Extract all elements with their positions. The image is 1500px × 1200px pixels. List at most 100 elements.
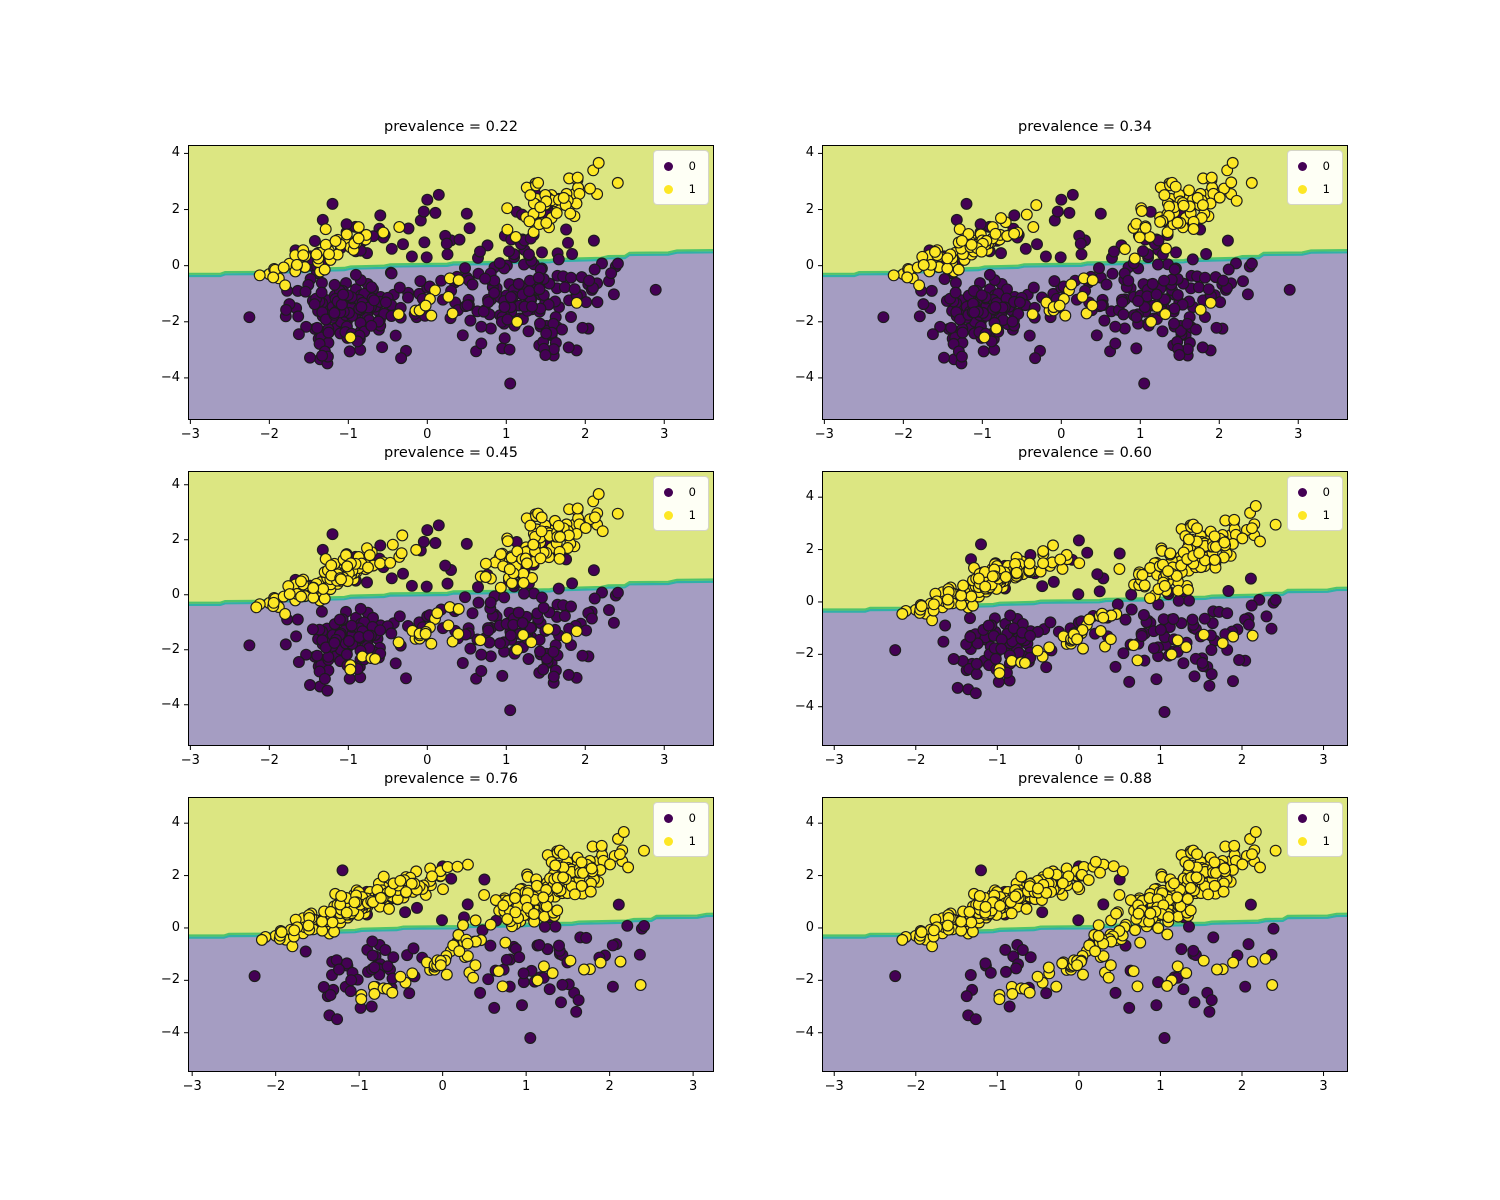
x-tick-label: −2 (259, 427, 279, 442)
legend-entry-1: 1 (663, 507, 696, 523)
axes (184, 471, 714, 750)
axes (184, 797, 714, 1076)
x-tick-label: −2 (893, 427, 913, 442)
subplot-title: prevalence = 0.45 (384, 445, 518, 461)
legend-marker-icon (663, 510, 673, 520)
axes (184, 145, 714, 424)
axes-frame (188, 471, 714, 746)
x-tick-label: −3 (824, 753, 844, 768)
legend-label: 1 (688, 508, 696, 522)
legend-entry-0: 0 (663, 484, 696, 500)
class1-points (896, 826, 1282, 1006)
y-tick-label: 4 (171, 145, 180, 161)
x-tick-label: 2 (1237, 753, 1247, 768)
axes-frame (822, 145, 1348, 420)
axes-frame (822, 471, 1348, 746)
x-tick-label: −2 (259, 753, 279, 768)
y-tick-label: 0 (171, 919, 180, 935)
axes (818, 145, 1348, 424)
axes-frame (188, 145, 714, 420)
x-tick-label: −1 (338, 427, 358, 442)
y-tick-label: 4 (171, 815, 180, 831)
decision-region-class0 (188, 914, 714, 1072)
x-tick-label: −3 (180, 753, 200, 768)
legend-entry-0: 0 (1297, 158, 1330, 174)
class1-points (255, 826, 650, 1006)
legend-entry-1: 1 (663, 833, 696, 849)
x-tick-label: 3 (1319, 1079, 1328, 1094)
y-tick-label: −2 (794, 313, 814, 329)
x-tick-label: −2 (906, 753, 926, 768)
legend-label: 0 (688, 811, 696, 825)
legend-label: 0 (1322, 159, 1330, 173)
y-tick-label: 2 (171, 531, 180, 547)
legend-label: 1 (1322, 508, 1330, 522)
class0-points (243, 187, 662, 390)
legend-entry-0: 0 (663, 810, 696, 826)
legend-entry-0: 0 (1297, 810, 1330, 826)
y-tick-label: −4 (160, 696, 180, 712)
x-tick-label: 3 (1294, 427, 1303, 442)
x-tick-label: 1 (522, 1079, 531, 1094)
legend-marker-icon (1297, 836, 1307, 846)
axes (818, 471, 1348, 750)
legend-label: 1 (1322, 182, 1330, 196)
y-tick-label: −2 (794, 972, 814, 988)
subplot-title: prevalence = 0.76 (384, 771, 518, 787)
x-tick-label: 3 (660, 427, 669, 442)
y-tick-label: 2 (805, 541, 814, 557)
class1-points (896, 500, 1282, 680)
legend-marker-icon (663, 184, 673, 194)
legend-label: 1 (688, 834, 696, 848)
subplot-2: prevalence = 0.45 −3 −2 −1 0 1 2 3 −4 −2 0 2 4 0 1 (161, 445, 714, 768)
subplot-title: prevalence = 0.88 (1018, 771, 1152, 787)
decision-region-class0 (822, 588, 1348, 746)
y-tick-label: −4 (794, 369, 814, 385)
legend-entry-0: 0 (1297, 484, 1330, 500)
y-tick-label: 2 (805, 201, 814, 217)
x-tick-label: 1 (502, 753, 511, 768)
subplot-3: prevalence = 0.60 −3 −2 −1 0 1 2 3 −4 −2 0 2 4 0 1 (795, 445, 1348, 768)
x-tick-label: 1 (1136, 427, 1145, 442)
x-tick-label: 1 (1156, 753, 1165, 768)
legend-marker-icon (1297, 184, 1307, 194)
legend-marker-icon (663, 487, 673, 497)
subplot-5: prevalence = 0.88 −3 −2 −1 0 1 2 3 −4 −2 0 2 4 0 1 (795, 771, 1348, 1094)
legend-label: 1 (688, 182, 696, 196)
legend-entry-1: 1 (663, 181, 696, 197)
x-tick-label: 2 (581, 753, 590, 768)
y-tick-label: −2 (794, 646, 814, 662)
y-tick-label: 0 (805, 593, 814, 609)
axes-frame (822, 797, 1348, 1072)
x-tick-label: 2 (581, 427, 590, 442)
x-tick-label: 0 (423, 427, 432, 442)
class1-points (250, 488, 624, 676)
y-tick-label: 0 (171, 257, 180, 273)
subplot-1: prevalence = 0.34 −3 −2 −1 0 1 2 3 −4 −2 0 2 4 0 1 (795, 119, 1348, 442)
subplot-4: prevalence = 0.76 −3 −2 −1 0 1 2 3 −4 −2 0 2 4 0 1 (161, 771, 714, 1094)
legend-marker-icon (1297, 813, 1307, 823)
subplot-title: prevalence = 0.22 (384, 119, 518, 135)
y-tick-label: 0 (805, 257, 814, 273)
y-tick-label: −2 (160, 972, 180, 988)
x-tick-label: 3 (660, 753, 669, 768)
legend-marker-icon (663, 813, 673, 823)
x-tick-label: −3 (180, 427, 200, 442)
legend-marker-icon (663, 161, 673, 171)
decision-region-class0 (822, 914, 1348, 1072)
y-tick-label: 4 (805, 815, 814, 831)
x-tick-label: 2 (1237, 1079, 1247, 1094)
y-tick-label: −4 (794, 1024, 814, 1040)
x-tick-label: −3 (182, 1079, 202, 1094)
x-tick-label: 2 (1215, 427, 1224, 442)
x-tick-label: 0 (423, 753, 432, 768)
y-tick-label: −4 (794, 698, 814, 714)
y-tick-label: −4 (160, 369, 180, 385)
subplot-title: prevalence = 0.60 (1018, 445, 1152, 461)
